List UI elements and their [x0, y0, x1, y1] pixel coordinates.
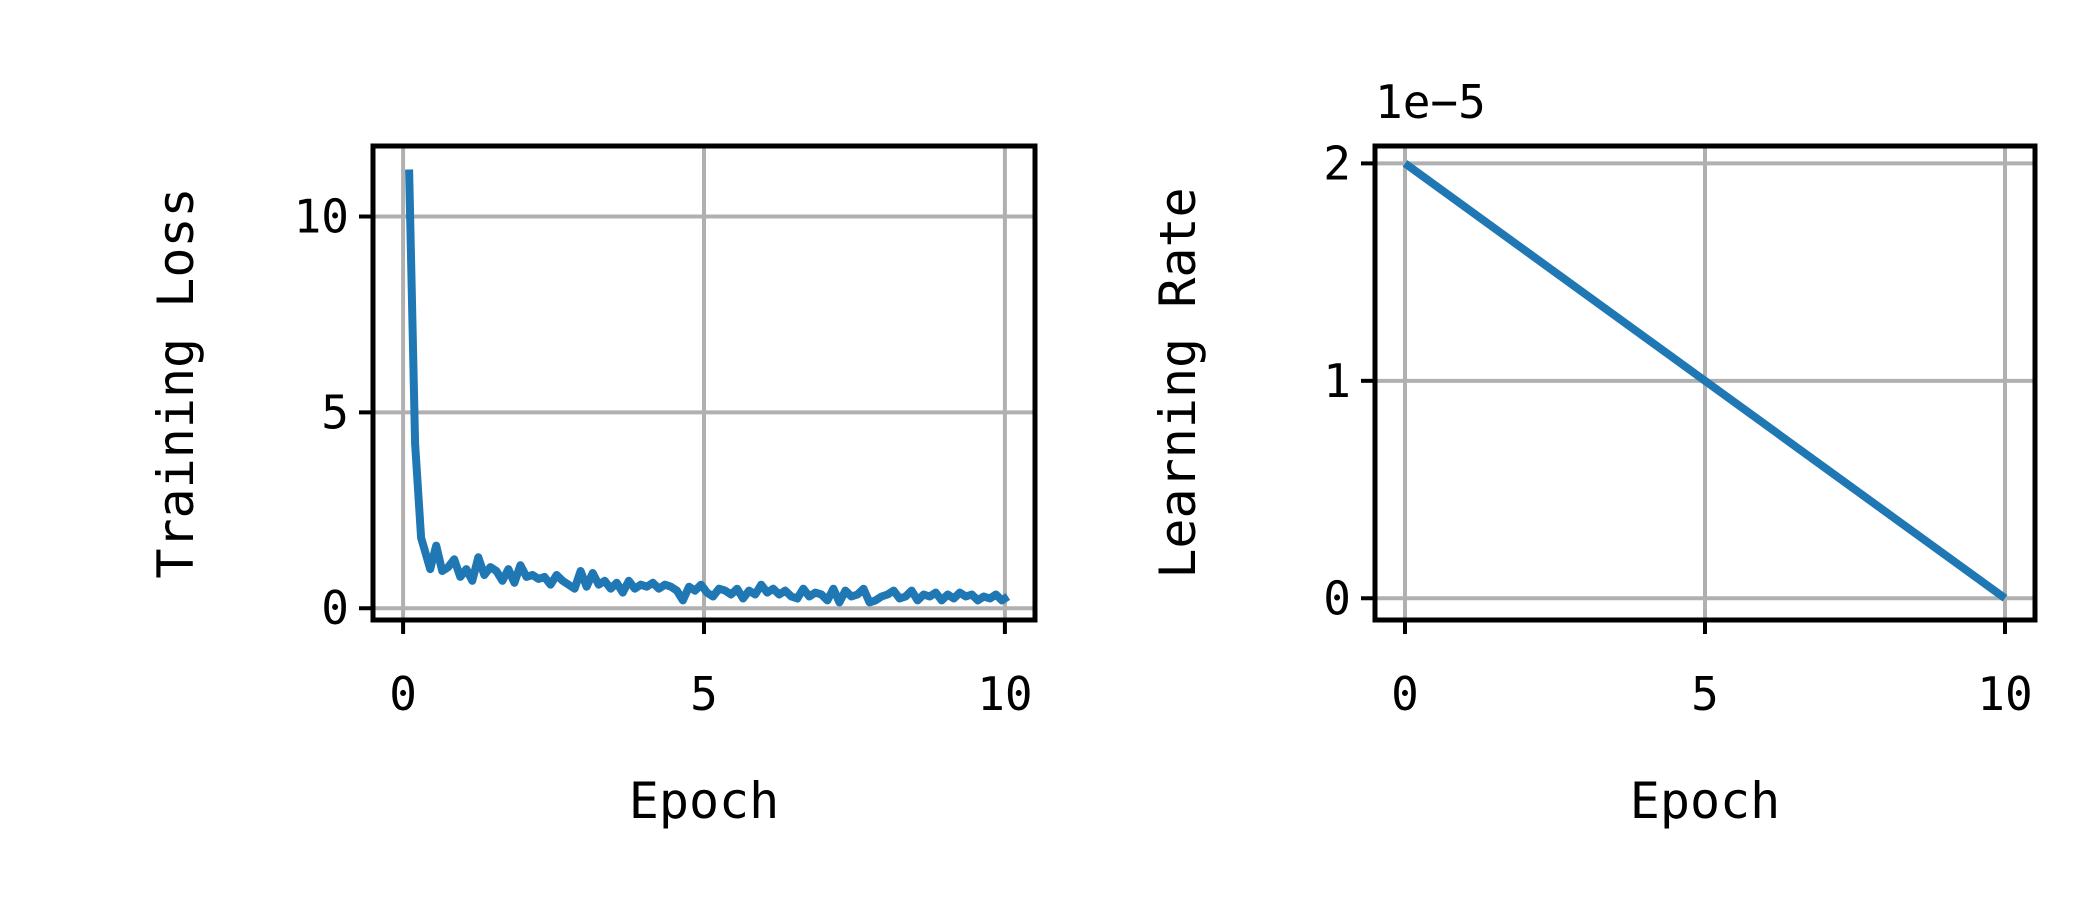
y-axis-label: Training Loss	[147, 187, 205, 578]
y-tick-label: 5	[321, 385, 349, 439]
loss-series-line	[405, 169, 1011, 607]
x-tick-label: 10	[977, 667, 1032, 721]
x-tick-label: 5	[1691, 667, 1719, 721]
x-tick-label: 0	[1391, 667, 1419, 721]
y-tick-label: 0	[1323, 571, 1351, 625]
x-tick-label: 0	[389, 667, 417, 721]
y-axis-label: Learning Rate	[1149, 187, 1207, 578]
lr-series-line	[1402, 160, 2008, 602]
y-tick-label: 1	[1323, 354, 1351, 408]
training-loss-panel: 0 5 10 0 5 10 Epoch Training Loss	[147, 143, 1038, 830]
y-tick-label: 0	[321, 581, 349, 635]
x-axis-label: Epoch	[1630, 772, 1781, 830]
x-tick-label: 10	[1977, 667, 2032, 721]
y-offset-label: 1e−5	[1375, 75, 1486, 129]
y-tick-label: 2	[1323, 136, 1351, 190]
x-axis-label: Epoch	[629, 772, 780, 830]
learning-rate-panel: 0 5 10 0 1 2 Epoch Learning Rate 1e−5	[1149, 75, 2038, 830]
x-tick-label: 5	[690, 667, 718, 721]
y-tick-label: 10	[294, 190, 349, 244]
